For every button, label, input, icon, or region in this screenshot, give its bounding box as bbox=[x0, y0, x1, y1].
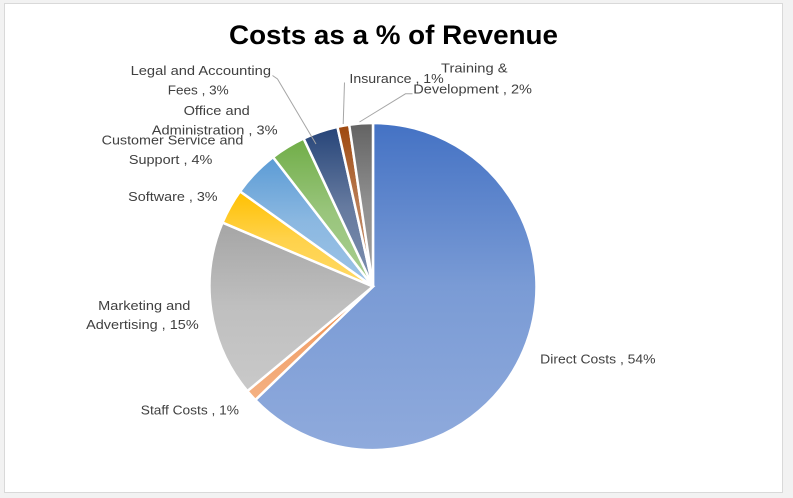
svg-text:Direct Costs , 54%: Direct Costs , 54% bbox=[540, 351, 656, 366]
svg-text:Legal and Accounting: Legal and Accounting bbox=[131, 63, 271, 78]
svg-text:Customer Service and: Customer Service and bbox=[102, 133, 244, 148]
svg-text:Insurance , 1%: Insurance , 1% bbox=[349, 71, 444, 86]
svg-text:Office and: Office and bbox=[184, 103, 250, 118]
svg-text:Marketing and: Marketing and bbox=[98, 298, 190, 313]
svg-text:Development , 2%: Development , 2% bbox=[413, 81, 532, 96]
svg-text:Training &: Training & bbox=[441, 61, 508, 76]
svg-text:Software , 3%: Software , 3% bbox=[128, 189, 218, 204]
svg-text:Support , 4%: Support , 4% bbox=[129, 152, 213, 167]
svg-text:Costs as a % of Revenue: Costs as a % of Revenue bbox=[229, 20, 558, 50]
svg-text:Advertising , 15%: Advertising , 15% bbox=[86, 317, 199, 332]
svg-text:Administration , 3%: Administration , 3% bbox=[152, 122, 278, 137]
svg-text:Fees , 3%: Fees , 3% bbox=[168, 82, 229, 97]
svg-text:Staff Costs , 1%: Staff Costs , 1% bbox=[141, 402, 240, 417]
